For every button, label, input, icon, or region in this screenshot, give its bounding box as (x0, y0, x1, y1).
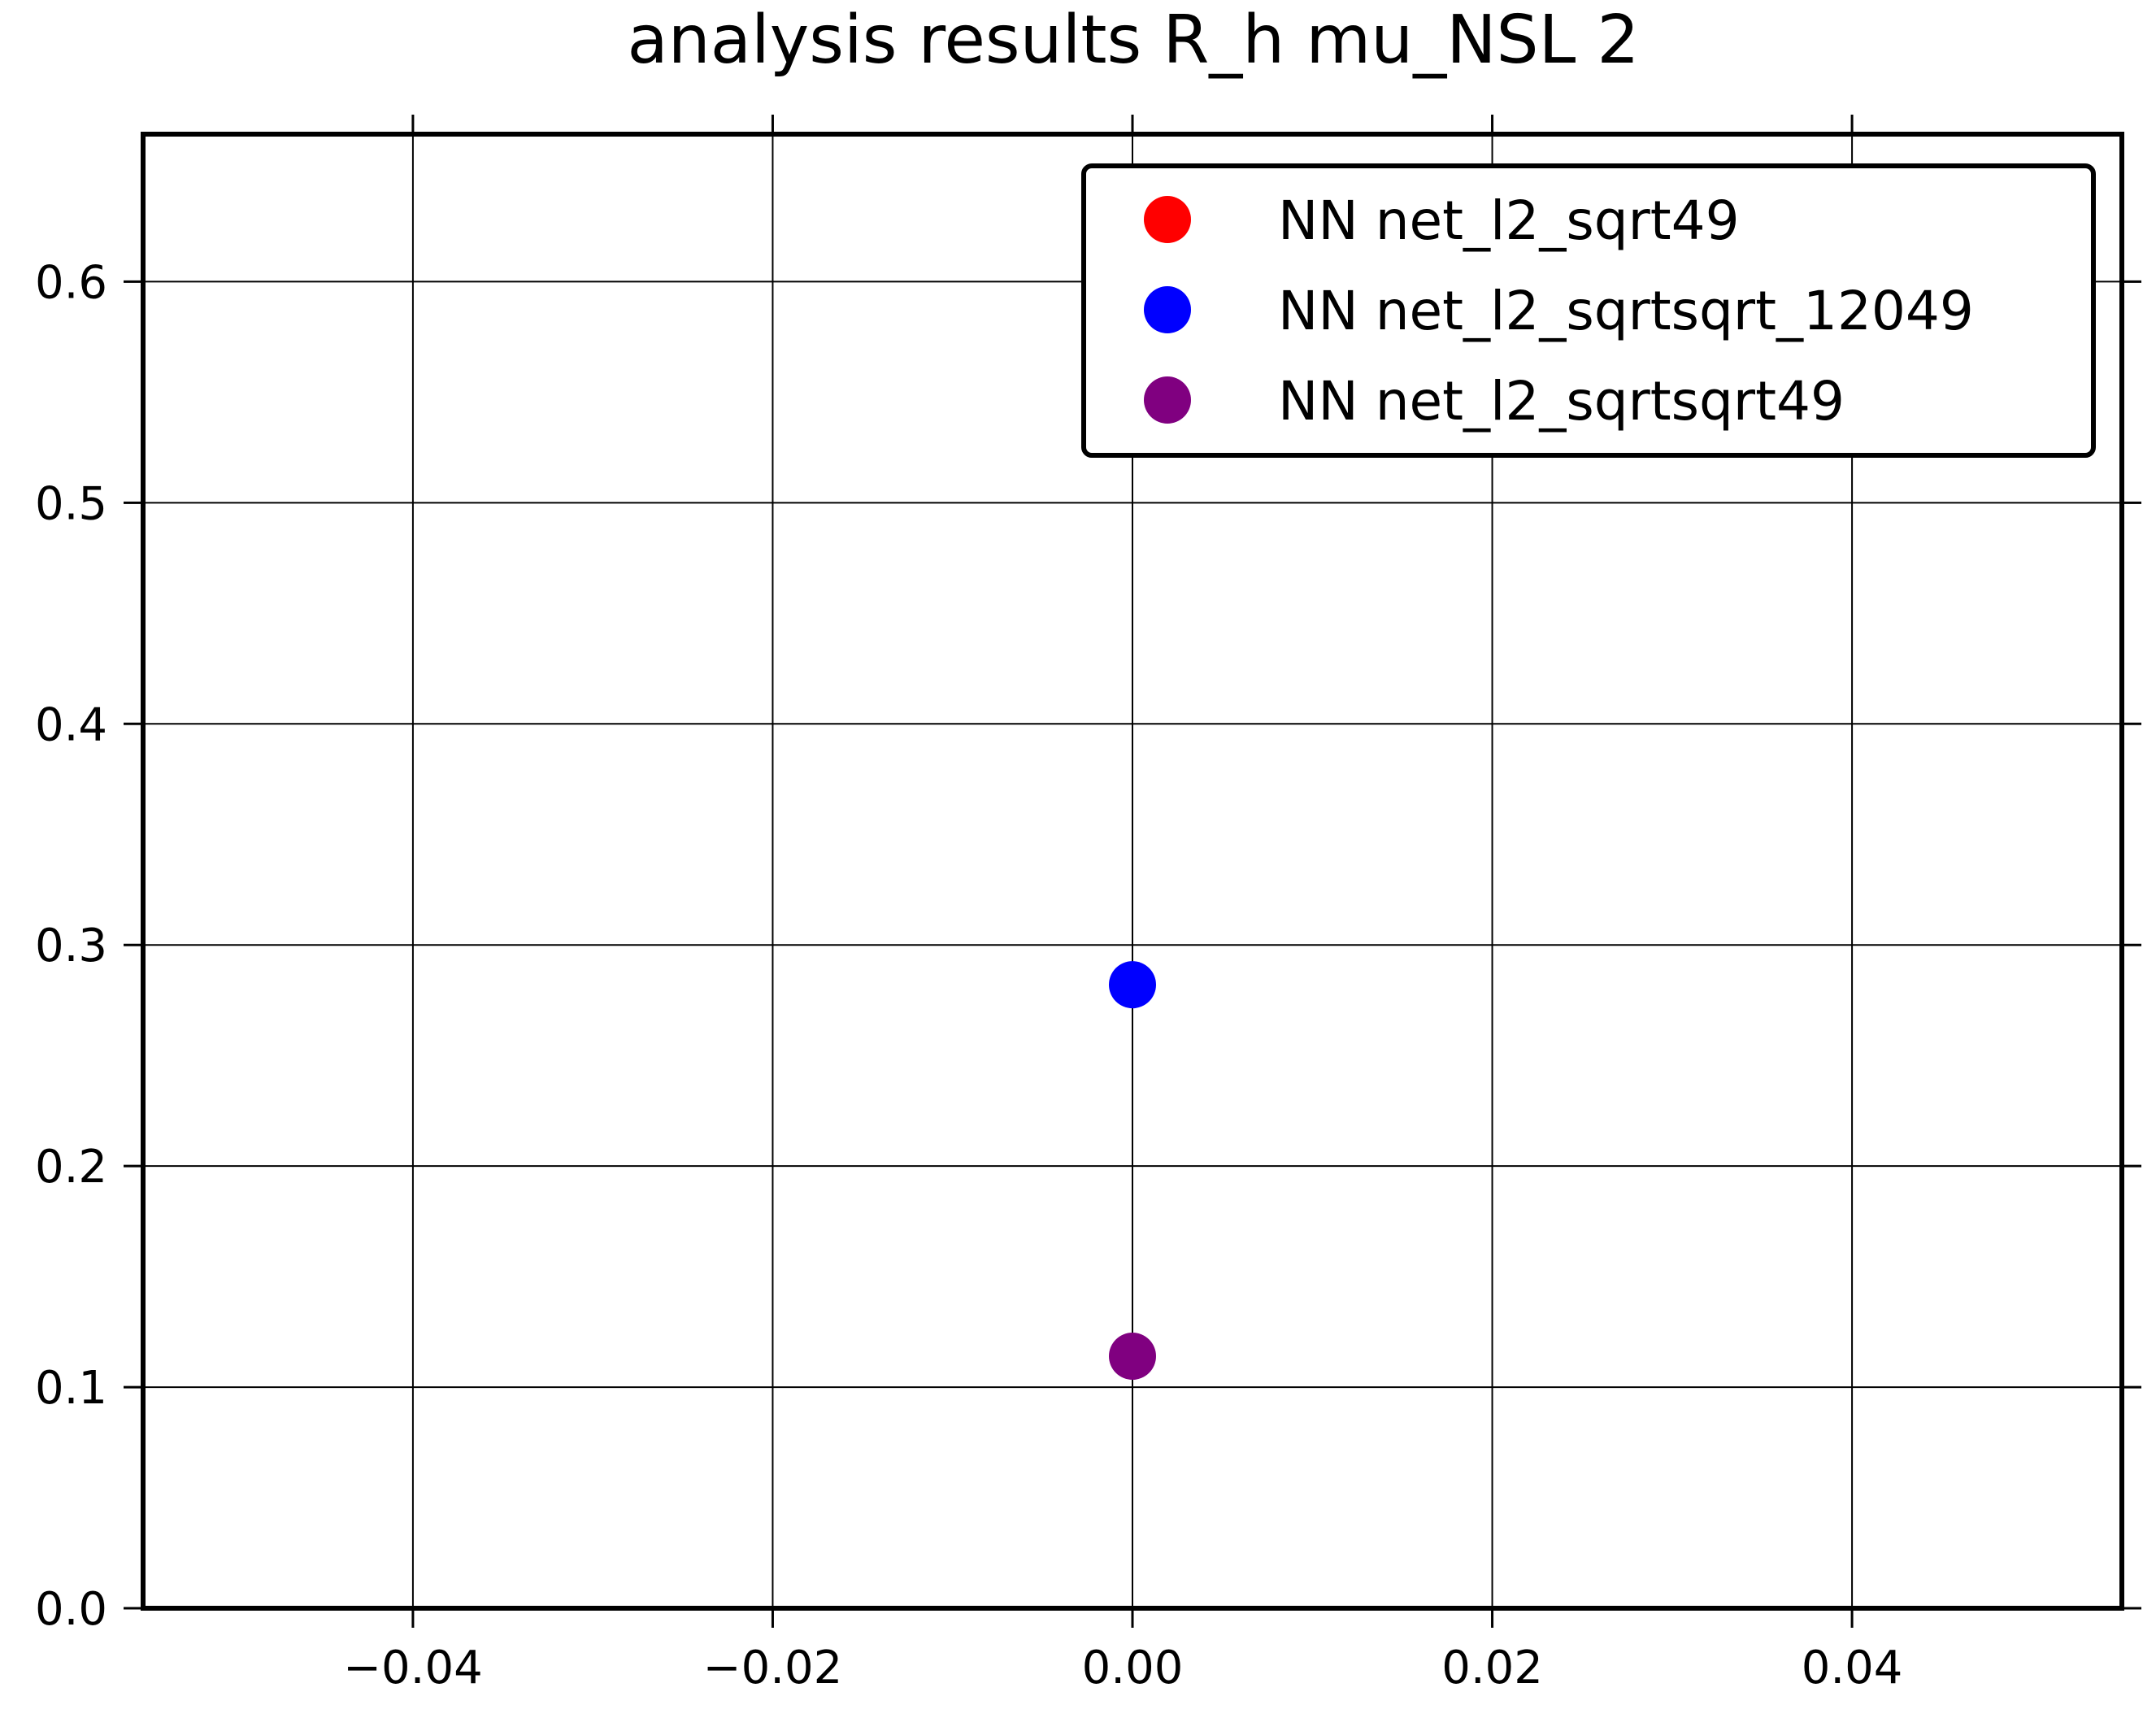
x-tick-label: −0.02 (703, 1642, 843, 1694)
y-tick-label: 0.1 (35, 1362, 107, 1415)
x-tick-label: −0.04 (343, 1642, 483, 1694)
legend-box (1081, 163, 2096, 458)
legend-marker (1144, 376, 1191, 424)
y-tick-label: 0.4 (35, 698, 107, 751)
legend-label: NN net_l2_sqrtsqrt49 (1278, 370, 1845, 433)
y-tick-label: 0.6 (35, 256, 107, 309)
data-point (1109, 961, 1156, 1009)
chart-title: analysis results R_h mu_NSL 2 (627, 2, 1639, 79)
y-tick-label: 0.2 (35, 1141, 107, 1194)
legend-marker (1144, 286, 1191, 333)
legend-marker (1144, 196, 1191, 243)
data-point (1109, 1332, 1156, 1380)
y-tick-label: 0.3 (35, 920, 107, 972)
x-tick-label: 0.04 (1802, 1642, 1903, 1694)
legend: NN net_l2_sqrt49 NN net_l2_sqrtsqrt_12049… (1081, 163, 2096, 458)
legend-label: NN net_l2_sqrtsqrt_12049 (1278, 280, 1974, 342)
plot-area-frame (141, 132, 2124, 1611)
axis-ticks: −0.04 −0.02 0.00 0.02 0.04 0.0 0.1 0.2 0.3 0.4 0.5… (35, 115, 2141, 1694)
data-points (1109, 961, 1156, 1380)
x-tick-label: 0.00 (1082, 1642, 1184, 1694)
x-tick-label: 0.02 (1441, 1642, 1543, 1694)
y-tick-label: 0.0 (35, 1583, 107, 1636)
legend-label: NN net_l2_sqrt49 (1278, 189, 1740, 252)
y-tick-label: 0.5 (35, 477, 107, 530)
